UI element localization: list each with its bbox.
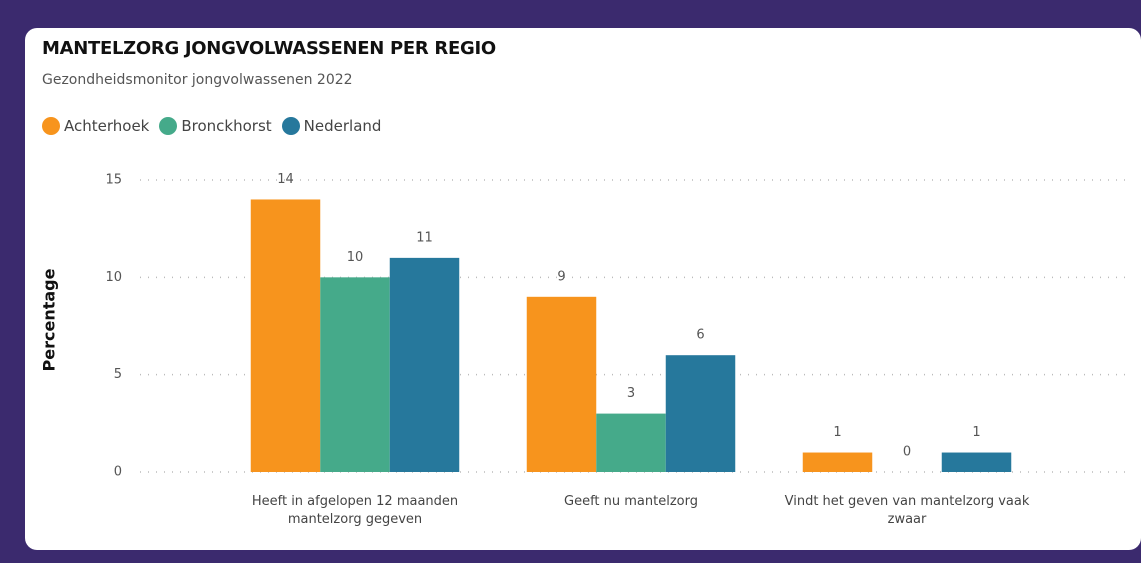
bar [802, 452, 873, 472]
x-tick-label: Vindt het geven van mantelzorg vaak zwaa… [784, 494, 1030, 527]
bar [389, 257, 460, 472]
data-label: 1 [972, 425, 980, 440]
chart-subtitle: Gezondheidsmonitor jongvolwassenen 2022 [42, 72, 353, 88]
legend-swatch [42, 117, 60, 135]
legend-swatch [281, 117, 300, 135]
y-tick-label: 15 [105, 173, 122, 188]
legend-label: Bronckhorst [181, 117, 272, 135]
bar [526, 296, 597, 472]
y-axis-title: Percentage [40, 268, 59, 371]
legend-item: Bronckhorst [159, 117, 272, 135]
bar [596, 413, 666, 472]
bar [320, 277, 390, 472]
y-tick-label: 10 [105, 270, 122, 285]
data-label: 11 [416, 230, 433, 245]
data-label: 0 [903, 445, 911, 460]
bar [250, 199, 321, 472]
x-tick-label: Heeft in afgelopen 12 maanden mantelzorg… [251, 494, 459, 527]
bar [665, 355, 736, 472]
y-tick-label: 0 [114, 465, 122, 480]
legend-item: Achterhoek [42, 117, 149, 135]
bar [941, 452, 1012, 472]
y-tick-label: 5 [114, 367, 122, 382]
data-label: 6 [696, 328, 704, 343]
data-label: 14 [277, 172, 294, 187]
legend: Achterhoek Bronckhorst Nederland [42, 117, 381, 135]
x-tick-label: Geeft nu mantelzorg [564, 494, 698, 509]
data-label: 1 [833, 425, 841, 440]
data-label: 10 [347, 250, 364, 265]
legend-label: Achterhoek [64, 117, 150, 135]
chart-title: MANTELZORG JONGVOLWASSENEN PER REGIO [42, 38, 496, 59]
legend-item: Nederland [281, 117, 382, 135]
data-label: 3 [627, 386, 635, 401]
legend-swatch [159, 117, 178, 135]
legend-label: Nederland [303, 117, 382, 135]
data-label: 9 [557, 269, 565, 284]
